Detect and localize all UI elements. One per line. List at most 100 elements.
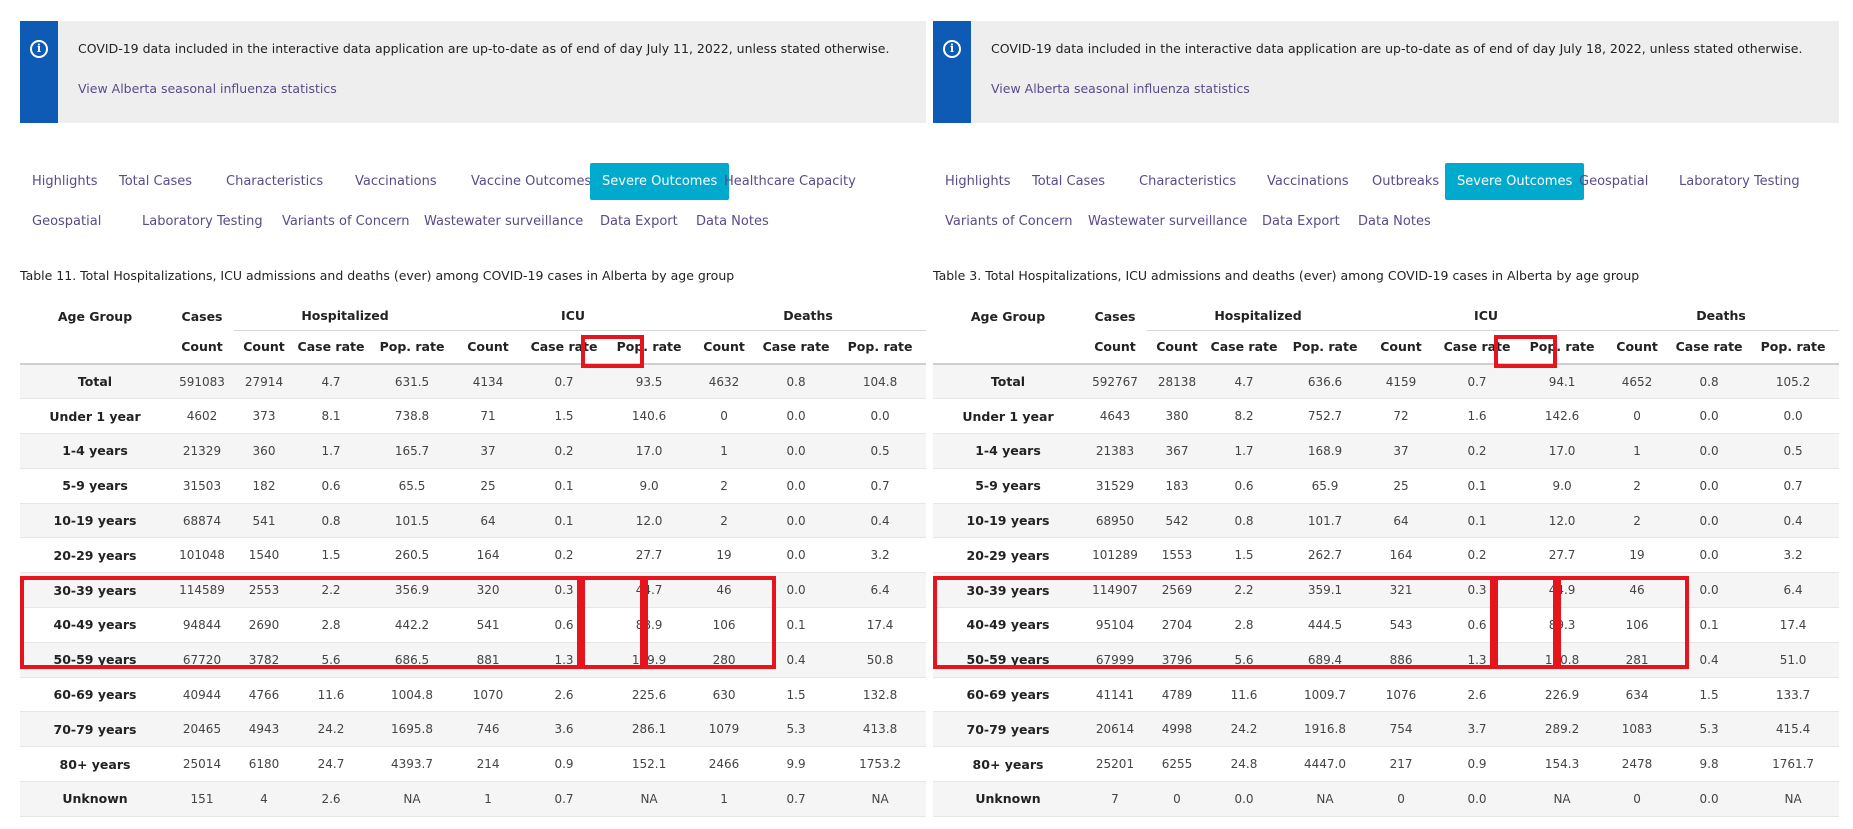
table-cell: 40944 — [170, 677, 234, 713]
tab-healthcare-capacity[interactable]: Healthcare Capacity — [724, 174, 856, 189]
table-cell: 21329 — [170, 433, 234, 469]
influenza-stats-link[interactable]: View Alberta seasonal influenza statisti… — [78, 81, 337, 96]
tab-vaccinations[interactable]: Vaccinations — [355, 174, 437, 189]
table-row: 10-19 years 68874 541 0.8 101.5 64 0.1 12.0 2 0.0… — [20, 503, 927, 539]
table-cell: 1083 — [1603, 711, 1672, 748]
table-cell: 0.0 — [758, 503, 835, 539]
table-cell: 4766 — [234, 677, 294, 713]
subheader: Count — [1369, 330, 1434, 365]
table-cell: 0 — [690, 398, 759, 435]
table-cell: 6.4 — [834, 572, 927, 609]
table-cell: 214 — [456, 746, 521, 783]
table-cell: 2.6 — [1433, 677, 1522, 713]
age-group-cell: Total — [20, 364, 170, 400]
table-cell: 444.5 — [1281, 607, 1370, 643]
tab-highlights[interactable]: Highlights — [945, 174, 1011, 189]
tab-vaccinations[interactable]: Vaccinations — [1267, 174, 1349, 189]
table-cell: 289.2 — [1521, 711, 1604, 748]
tab-laboratory-testing[interactable]: Laboratory Testing — [1679, 174, 1800, 189]
table-cell: 182 — [234, 468, 294, 504]
table-cell: 5.3 — [1671, 711, 1748, 748]
table-cell: 25201 — [1083, 746, 1147, 783]
table-cell: 0.4 — [1747, 503, 1840, 539]
tab-vaccine-outcomes[interactable]: Vaccine Outcomes — [471, 174, 592, 189]
age-group-cell: 10-19 years — [933, 503, 1083, 539]
subheader: Case rate — [1433, 330, 1522, 365]
table-cell: 738.8 — [368, 398, 457, 435]
tab-highlights[interactable]: Highlights — [32, 174, 98, 189]
table-cell: 2.6 — [520, 677, 609, 713]
table-row: Unknown 7 0 0.0 NA 0 0.0 NA 0 0.0 NA — [933, 781, 1840, 817]
table-cell: 64 — [1369, 503, 1434, 539]
table-cell: 260.5 — [368, 537, 457, 574]
table-cell: 50.8 — [834, 642, 927, 678]
table-cell: 0.1 — [758, 607, 835, 643]
age-group-cell: 40-49 years — [933, 607, 1083, 643]
table-cell: 2.2 — [294, 572, 368, 609]
table-cell: 101.7 — [1281, 503, 1370, 539]
table-cell: 1.3 — [1433, 642, 1522, 678]
header-hospitalized: Hospitalized — [1147, 302, 1370, 331]
tab-characteristics[interactable]: Characteristics — [226, 174, 324, 189]
table-cell: 373 — [234, 398, 294, 435]
tab-data-export[interactable]: Data Export — [600, 214, 678, 229]
notice-text: COVID-19 data included in the interactiv… — [78, 41, 890, 56]
tab-bar: Highlights Total Cases Characteristics V… — [20, 163, 926, 283]
tab-outbreaks[interactable]: Outbreaks — [1372, 174, 1440, 189]
table-cell: 20465 — [170, 711, 234, 748]
tab-severe-outcomes[interactable]: Severe Outcomes — [590, 163, 730, 200]
subheader: Count — [690, 330, 759, 365]
table-cell: 631.5 — [368, 364, 457, 400]
tab-severe-outcomes[interactable]: Severe Outcomes — [1445, 163, 1585, 200]
table-cell: 101289 — [1083, 537, 1147, 574]
table-cell: 4943 — [234, 711, 294, 748]
tab-laboratory-testing[interactable]: Laboratory Testing — [142, 214, 263, 229]
table-cell: 0.0 — [1433, 781, 1522, 817]
table-cell: 25 — [1369, 468, 1434, 504]
table-cell: 9.0 — [1521, 468, 1604, 504]
table-cell: 367 — [1147, 433, 1207, 469]
table-cell: 0.8 — [1207, 503, 1281, 539]
tab-wastewater-surveillance[interactable]: Wastewater surveillance — [424, 214, 584, 229]
table-cell: 262.7 — [1281, 537, 1370, 574]
tab-wastewater-surveillance[interactable]: Wastewater surveillance — [1088, 214, 1248, 229]
tab-total-cases[interactable]: Total Cases — [1032, 174, 1106, 189]
tab-data-notes[interactable]: Data Notes — [1358, 214, 1431, 229]
table-cell: 542 — [1147, 503, 1207, 539]
table-cell: 0.7 — [1433, 364, 1522, 400]
table-cell: NA — [1747, 781, 1840, 817]
table-cell: 44.9 — [1521, 572, 1604, 609]
tab-geospatial[interactable]: Geospatial — [32, 214, 102, 229]
info-icon: i — [943, 40, 961, 58]
table-row: 60-69 years 41141 4789 11.6 1009.7 1076 2.6 226… — [933, 677, 1840, 713]
tab-variants-of-concern[interactable]: Variants of Concern — [282, 214, 410, 229]
table-cell: 4393.7 — [368, 746, 457, 783]
tab-characteristics[interactable]: Characteristics — [1139, 174, 1237, 189]
table-cell: 72 — [1369, 398, 1434, 435]
table-cell: 0.7 — [520, 364, 609, 400]
table-cell: 0.2 — [1433, 433, 1522, 469]
tab-total-cases[interactable]: Total Cases — [119, 174, 193, 189]
table-cell: 2.2 — [1207, 572, 1281, 609]
table-cell: 21383 — [1083, 433, 1147, 469]
table-cell: 0.7 — [1747, 468, 1840, 504]
table-row: 10-19 years 68950 542 0.8 101.7 64 0.1 12.0 2 0.0… — [933, 503, 1840, 539]
table-row: 20-29 years 101048 1540 1.5 260.5 164 0.2 27.7 1… — [20, 537, 927, 574]
influenza-stats-link[interactable]: View Alberta seasonal influenza statisti… — [991, 81, 1250, 96]
age-group-cell: 5-9 years — [20, 468, 170, 504]
table-cell: 1753.2 — [834, 746, 927, 783]
table-cell: 71 — [456, 398, 521, 435]
subheader — [933, 330, 1083, 365]
table-cell: 6180 — [234, 746, 294, 783]
table-cell: 541 — [234, 503, 294, 539]
table-row: 70-79 years 20614 4998 24.2 1916.8 754 3.7 289.… — [933, 711, 1840, 748]
tab-geospatial[interactable]: Geospatial — [1579, 174, 1649, 189]
table-row: 70-79 years 20465 4943 24.2 1695.8 746 3.6 286.… — [20, 711, 927, 748]
table-cell: 592767 — [1083, 364, 1147, 400]
tab-data-export[interactable]: Data Export — [1262, 214, 1340, 229]
subheader: Pop. rate — [1747, 330, 1840, 365]
subheader: Pop. rate — [1521, 330, 1604, 365]
tab-variants-of-concern[interactable]: Variants of Concern — [945, 214, 1073, 229]
tab-data-notes[interactable]: Data Notes — [696, 214, 769, 229]
table-cell: 0 — [1369, 781, 1434, 817]
